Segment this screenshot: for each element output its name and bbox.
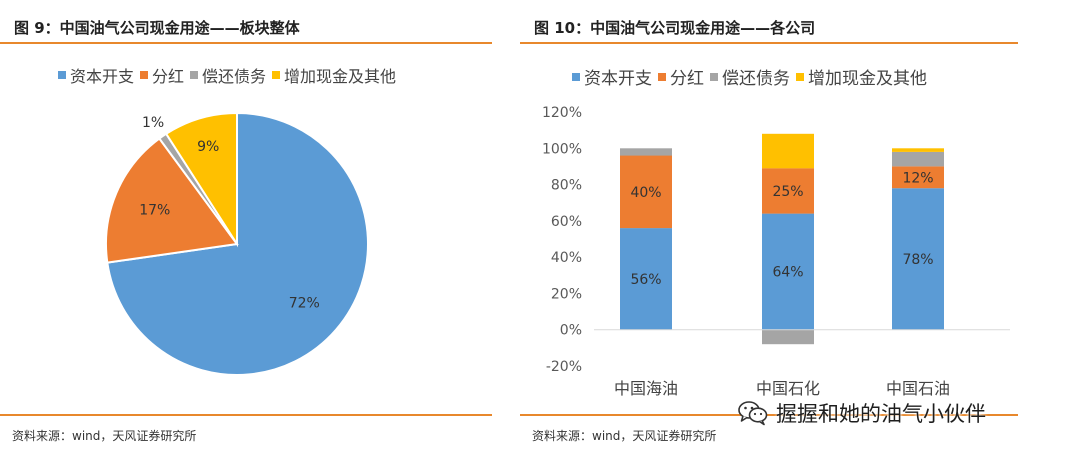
figure-10-title: 图 10：中国油气公司现金用途——各公司 xyxy=(534,19,816,37)
figure-9-title: 图 9：中国油气公司现金用途——板块整体 xyxy=(14,19,300,37)
bar-segment xyxy=(762,133,814,169)
y-tick-label: 40% xyxy=(551,250,582,266)
bar-legend-item: 资本开支 xyxy=(572,64,652,89)
legend-swatch xyxy=(190,71,199,79)
legend-label: 偿还债务 xyxy=(202,67,267,86)
legend-swatch xyxy=(58,71,66,79)
bar-segment xyxy=(620,228,672,330)
pie-legend-item: 增加现金及其他 xyxy=(272,63,396,87)
bar-data-label: 78% xyxy=(902,252,933,268)
legend-label: 增加现金及其他 xyxy=(808,69,927,89)
pie-chart-panel: 图 9：中国油气公司现金用途——板块整体 资本开支 分红 偿还债务 增加现金及其他 7… xyxy=(0,0,500,461)
legend-label: 资本开支 xyxy=(584,69,652,89)
bar-legend-item: 增加现金及其他 xyxy=(796,64,927,89)
bar-chart-panel: 图 10：中国油气公司现金用途——各公司 资本开支 分红 偿还债务 增加现金及其他 -… xyxy=(520,0,1080,461)
bar-legend-item: 偿还债务 xyxy=(710,64,790,89)
pie-data-label: 72% xyxy=(289,295,320,311)
bar-segment xyxy=(620,148,672,156)
legend-label: 分红 xyxy=(670,69,704,89)
bar-segment xyxy=(892,148,944,152)
legend-label: 增加现金及其他 xyxy=(284,67,397,86)
y-tick-label: 0% xyxy=(560,323,582,339)
pie-legend-item: 资本开支 xyxy=(58,63,134,87)
bar-segment xyxy=(892,151,944,167)
x-category-label: 中国石化 xyxy=(756,379,820,398)
y-tick-label: 20% xyxy=(551,286,582,302)
bar-data-label: 40% xyxy=(630,185,661,201)
legend-swatch xyxy=(710,72,718,81)
source-note: 资料来源：wind，天风证券研究所 xyxy=(532,429,717,443)
y-tick-label: 100% xyxy=(542,141,582,157)
pie-slice xyxy=(104,137,239,264)
bar-legend: 资本开支 分红 偿还债务 增加现金及其他 xyxy=(572,64,933,89)
y-tick-label: 80% xyxy=(551,178,582,194)
x-category-label: 中国海油 xyxy=(614,379,678,398)
bar-legend-item: 分红 xyxy=(658,64,704,89)
bar-segment xyxy=(892,188,944,330)
wechat-icon xyxy=(738,401,768,426)
title-divider xyxy=(520,42,1018,44)
y-tick-label: 60% xyxy=(551,214,582,230)
legend-swatch xyxy=(658,72,666,81)
pie-legend-item: 分红 xyxy=(140,63,184,87)
pie-data-label: 1% xyxy=(142,115,164,131)
bar-data-label: 64% xyxy=(772,265,803,281)
x-category-label: 中国石油 xyxy=(886,379,950,398)
bar-segment xyxy=(762,168,814,214)
pie-legend-item: 偿还债务 xyxy=(190,63,266,87)
pie-chart: 72% 17% 1% 9% xyxy=(104,111,369,376)
legend-label: 偿还债务 xyxy=(722,69,790,89)
bar-segment xyxy=(620,155,672,229)
bar-data-label: 25% xyxy=(772,184,803,200)
title-divider xyxy=(0,42,492,44)
pie-data-label: 17% xyxy=(139,203,170,219)
bar-segment xyxy=(762,329,814,345)
pie-slice xyxy=(164,111,238,248)
legend-swatch xyxy=(796,72,804,81)
pie-data-label: 9% xyxy=(197,139,219,155)
bar-data-label: 56% xyxy=(630,272,661,288)
legend-label: 分红 xyxy=(152,67,185,86)
legend-swatch xyxy=(272,71,281,79)
legend-label: 资本开支 xyxy=(70,67,135,86)
legend-swatch xyxy=(572,72,580,81)
pie-legend: 资本开支 分红 偿还债务 增加现金及其他 xyxy=(58,63,402,87)
legend-swatch xyxy=(140,71,149,79)
bar-segment xyxy=(762,213,814,330)
y-tick-label: -20% xyxy=(546,359,582,375)
y-tick-label: 120% xyxy=(542,105,582,121)
source-divider xyxy=(0,414,492,416)
bar-segment xyxy=(892,166,944,189)
stacked-bar-chart: -20% 0% 20% 40% 60% 80% 100% 120% 56% 40% 中国海油 64% 2… xyxy=(542,105,1010,398)
watermark-text: 握握和她的油气小伙伴 xyxy=(776,402,986,426)
source-divider xyxy=(520,414,1018,416)
wechat-watermark: 握握和她的油气小伙伴 xyxy=(738,398,986,428)
bar-data-label: 12% xyxy=(902,170,933,186)
source-note: 资料来源：wind，天风证券研究所 xyxy=(12,429,197,443)
